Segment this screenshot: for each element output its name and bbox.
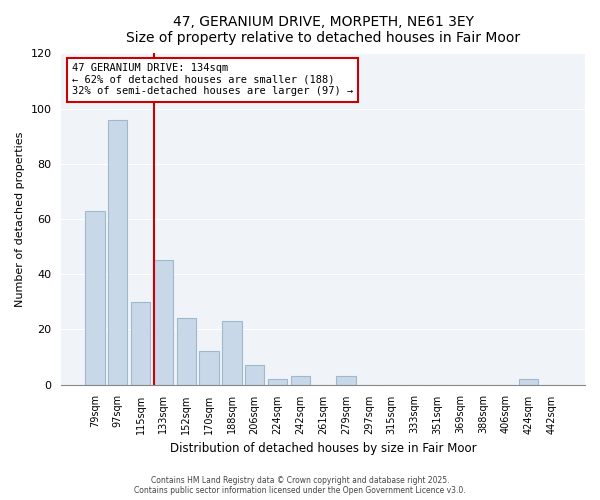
- Bar: [222, 321, 242, 384]
- Bar: [519, 379, 538, 384]
- Bar: [337, 376, 356, 384]
- Bar: [154, 260, 173, 384]
- Bar: [290, 376, 310, 384]
- Bar: [199, 352, 219, 384]
- Bar: [268, 379, 287, 384]
- Title: 47, GERANIUM DRIVE, MORPETH, NE61 3EY
Size of property relative to detached hous: 47, GERANIUM DRIVE, MORPETH, NE61 3EY Si…: [126, 15, 520, 45]
- Bar: [131, 302, 150, 384]
- Bar: [176, 318, 196, 384]
- X-axis label: Distribution of detached houses by size in Fair Moor: Distribution of detached houses by size …: [170, 442, 476, 455]
- Bar: [108, 120, 127, 384]
- Text: Contains HM Land Registry data © Crown copyright and database right 2025.
Contai: Contains HM Land Registry data © Crown c…: [134, 476, 466, 495]
- Text: 47 GERANIUM DRIVE: 134sqm
← 62% of detached houses are smaller (188)
32% of semi: 47 GERANIUM DRIVE: 134sqm ← 62% of detac…: [72, 63, 353, 96]
- Y-axis label: Number of detached properties: Number of detached properties: [15, 132, 25, 306]
- Bar: [245, 365, 265, 384]
- Bar: [85, 210, 104, 384]
